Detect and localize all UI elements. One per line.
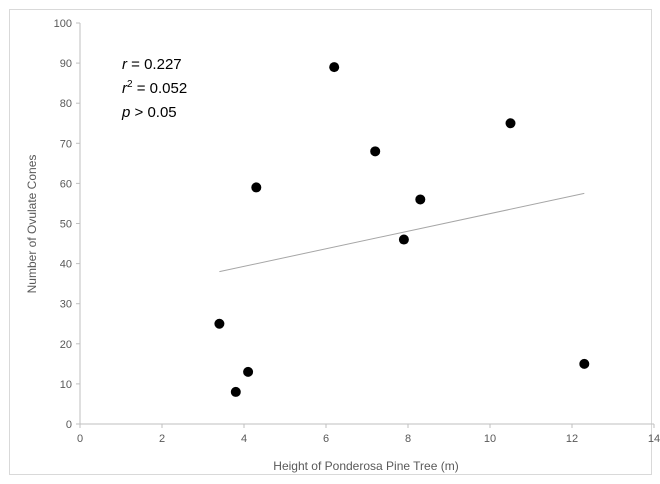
data-point [415, 194, 426, 205]
x-tick-label: 0 [77, 433, 83, 445]
x-tick-label: 12 [566, 433, 578, 445]
data-point [243, 366, 254, 377]
x-tick-label: 4 [241, 433, 247, 445]
r2-superscript: 2 [127, 79, 133, 90]
trendline [219, 192, 585, 273]
r2-symbol: r [122, 80, 128, 97]
data-point [214, 318, 225, 329]
y-tick-label: 20 [60, 339, 72, 351]
tick-labels: 0 10 20 30 40 50 60 70 80 90 100 0 2 4 6 8 10 12 14 [54, 18, 660, 445]
y-tick-label: 0 [66, 419, 72, 431]
data-point [579, 358, 590, 369]
x-tick-label: 10 [484, 433, 496, 445]
data-point [230, 386, 241, 397]
y-tick-label: 100 [54, 18, 72, 30]
y-tick-label: 70 [60, 138, 72, 150]
y-tick-label: 90 [60, 58, 72, 70]
r-symbol: r [122, 56, 128, 73]
data-point [505, 118, 516, 129]
axes [76, 22, 655, 428]
data-point [251, 182, 262, 193]
data-point [370, 146, 381, 157]
y-tick-label: 80 [60, 98, 72, 110]
p-stat: p > 0.05 [121, 104, 177, 121]
x-tick-label: 2 [159, 433, 165, 445]
r-value: = 0.227 [127, 56, 182, 73]
chart-frame [9, 9, 652, 475]
y-tick-label: 40 [60, 259, 72, 271]
data-points [214, 62, 590, 397]
data-point [329, 62, 340, 73]
x-tick-label: 14 [648, 433, 660, 445]
x-tick-label: 6 [323, 433, 329, 445]
stats-annotation: r = 0.227 r2 = 0.052 p > 0.05 [121, 56, 187, 121]
r2-value: = 0.052 [133, 80, 188, 97]
p-symbol: p [121, 104, 130, 121]
y-tick-label: 30 [60, 299, 72, 311]
x-tick-label: 8 [405, 433, 411, 445]
y-tick-label: 50 [60, 219, 72, 231]
r-stat: r = 0.227 [122, 56, 182, 73]
y-axis-title: Number of Ovulate Cones [25, 155, 39, 294]
y-tick-label: 60 [60, 178, 72, 190]
data-point [398, 234, 409, 245]
p-value: > 0.05 [130, 104, 176, 121]
y-tick-label: 10 [60, 379, 72, 391]
x-axis-title: Height of Ponderosa Pine Tree (m) [273, 459, 458, 473]
r2-stat: r2 = 0.052 [122, 79, 187, 97]
